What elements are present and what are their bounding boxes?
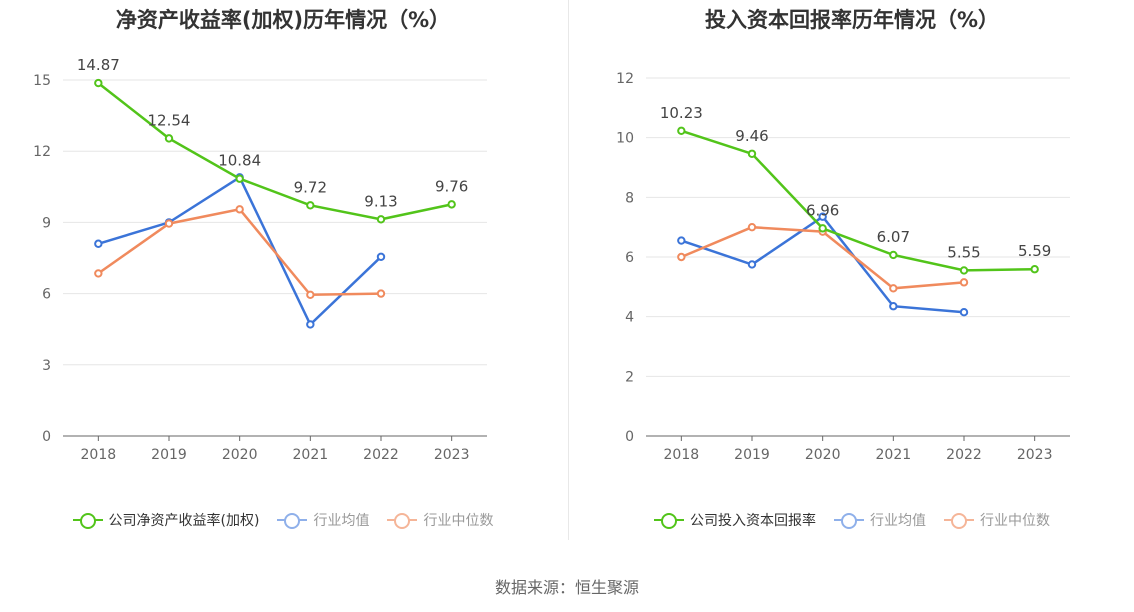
- x-tick-label: 2023: [434, 447, 470, 463]
- y-tick-label: 6: [625, 250, 634, 266]
- roic-line-chart: 0 2 4 6 8 10 12 2018 2019 2020 2021 2022 2023 10.23 9.…: [616, 71, 1070, 463]
- legend-item-company[interactable]: 公司投入资本回报率: [654, 510, 816, 530]
- data-point: [677, 252, 686, 262]
- data-point: [747, 260, 757, 269]
- legend-label: 行业中位数: [980, 513, 1050, 529]
- legend-item-company[interactable]: 公司净资产收益率(加权): [72, 510, 260, 530]
- data-label: 14.87: [77, 56, 120, 74]
- chart-legend: 公司投入资本回报率 行业均值 行业中位数: [570, 510, 1134, 530]
- data-label: 9.72: [294, 178, 327, 196]
- y-tick-label: 6: [42, 287, 51, 303]
- data-label: 12.54: [148, 111, 191, 129]
- x-tick-label: 2022: [946, 447, 982, 463]
- x-tick-label: 2023: [1017, 447, 1053, 463]
- legend-label: 公司投入资本回报率: [690, 513, 816, 529]
- x-tick-label: 2022: [363, 447, 399, 463]
- roic-chart-panel: 投入资本回报率历年情况（%） 0 2 4 6 8 10 12 2018 2019 2020 2021…: [570, 0, 1134, 560]
- legend-line-icon: [944, 513, 974, 529]
- data-source-note: 数据来源：恒生聚源: [494, 578, 639, 597]
- y-tick-label: 2: [625, 369, 634, 385]
- roe-line-chart: 0 3 6 9 12 15 2018 2019 2020 2021 2022 2023 14.87 12.…: [33, 56, 487, 463]
- data-label: 9.46: [735, 127, 768, 145]
- y-tick-label: 9: [42, 215, 51, 231]
- data-point: [376, 215, 386, 224]
- legend-line-icon: [72, 513, 103, 529]
- data-point: [818, 212, 827, 221]
- data-point: [677, 236, 686, 245]
- data-point: [164, 219, 174, 228]
- data-point: [376, 289, 386, 298]
- data-point: [677, 126, 686, 136]
- legend-line-icon: [834, 513, 864, 529]
- legend-label: 行业中位数: [423, 513, 494, 529]
- data-point: [94, 78, 103, 88]
- y-tick-label: 0: [625, 429, 634, 445]
- x-tick-label: 2021: [876, 447, 912, 463]
- legend-label: 行业均值: [313, 513, 370, 529]
- legend-line-icon: [387, 513, 418, 529]
- data-point: [376, 252, 386, 262]
- x-tick-label: 2020: [222, 447, 258, 463]
- chart-title: 投入资本回报率历年情况（%）: [704, 8, 1000, 32]
- y-tick-label: 8: [625, 190, 634, 206]
- data-point: [959, 278, 969, 287]
- data-point: [94, 269, 103, 278]
- data-point: [889, 284, 898, 293]
- legend-item-average[interactable]: 行业均值: [277, 510, 369, 530]
- chart-legend: 公司净资产收益率(加权) 行业均值 行业中位数: [0, 510, 566, 530]
- legend-line-icon: [654, 513, 684, 529]
- data-point: [1030, 265, 1039, 274]
- x-tick-label: 2019: [734, 447, 770, 463]
- y-tick-label: 10: [616, 131, 634, 147]
- legend-item-median[interactable]: 行业中位数: [944, 510, 1050, 530]
- data-point: [306, 320, 315, 329]
- data-point: [94, 239, 103, 248]
- y-tick-label: 12: [616, 71, 634, 87]
- data-point: [747, 149, 757, 158]
- data-point: [235, 174, 244, 183]
- panel-divider: [568, 0, 569, 540]
- legend-item-median[interactable]: 行业中位数: [387, 510, 493, 530]
- x-tick-label: 2021: [293, 447, 329, 463]
- data-label: 6.07: [877, 228, 910, 246]
- data-label: 9.76: [435, 177, 468, 195]
- data-point: [747, 222, 757, 232]
- data-point: [235, 205, 244, 214]
- series-line: [680, 129, 1035, 272]
- data-label: 10.23: [660, 104, 703, 122]
- legend-label: 行业均值: [870, 513, 926, 529]
- y-tick-label: 3: [42, 358, 51, 374]
- data-label: 5.59: [1018, 242, 1051, 260]
- series-line: [680, 225, 965, 290]
- data-point: [889, 250, 898, 260]
- y-tick-label: 12: [33, 144, 51, 160]
- y-tick-label: 4: [625, 310, 634, 326]
- data-point: [959, 307, 969, 317]
- x-tick-label: 2018: [664, 447, 700, 463]
- data-label: 6.96: [806, 201, 839, 219]
- chart-title: 净资产收益率(加权)历年情况（%）: [115, 8, 451, 32]
- series-line: [97, 175, 382, 327]
- data-point: [818, 224, 827, 233]
- data-point: [959, 266, 969, 275]
- data-label: 10.84: [218, 152, 261, 170]
- series-line: [97, 82, 452, 221]
- y-tick-label: 0: [42, 429, 51, 445]
- legend-line-icon: [277, 513, 308, 529]
- data-point: [889, 302, 898, 311]
- data-point: [306, 290, 315, 299]
- legend-item-average[interactable]: 行业均值: [834, 510, 926, 530]
- data-label: 9.13: [364, 192, 397, 210]
- x-tick-label: 2020: [805, 447, 841, 463]
- roe-chart-panel: 净资产收益率(加权)历年情况（%） 0 3 6 9 12 15 2018 2019 2020 20…: [0, 0, 566, 560]
- y-tick-label: 15: [33, 73, 51, 89]
- data-point: [164, 134, 174, 143]
- x-tick-label: 2018: [81, 447, 117, 463]
- x-tick-label: 2019: [151, 447, 187, 463]
- data-point: [447, 200, 456, 209]
- data-point: [306, 201, 315, 210]
- data-label: 5.55: [947, 243, 980, 261]
- legend-label: 公司净资产收益率(加权): [108, 513, 260, 529]
